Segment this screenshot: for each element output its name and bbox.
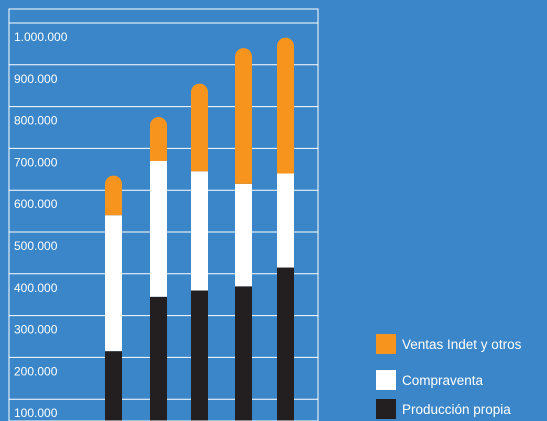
bar-segment-ventas-indet (150, 117, 167, 161)
bar-segment-ventas-indet (235, 48, 252, 184)
bar-segment-compraventa (235, 183, 252, 287)
legend-label-produccion: Producción propia (402, 401, 511, 417)
y-tick-label: 800.000 (14, 114, 58, 128)
legend-label-compraventa: Compraventa (402, 372, 484, 388)
bar-segment-compraventa (191, 171, 208, 291)
y-tick-label: 900.000 (14, 72, 58, 86)
bar-segment-compraventa (105, 215, 122, 352)
y-tick-label: 200.000 (14, 364, 58, 378)
legend-item-compraventa: Compraventa (376, 370, 483, 390)
bar-segment-produccion-propia (150, 296, 167, 421)
bar-segment-ventas-indet (277, 37, 294, 174)
y-axis-ticks: 100.000 200.000 300.000 400.000 500.000 600.0… (14, 30, 68, 420)
y-tick-label: 600.000 (14, 197, 58, 211)
bar-segment-produccion-propia (235, 286, 252, 421)
y-tick-label: 500.000 (14, 239, 58, 253)
bar-segment-produccion-propia (191, 290, 208, 421)
bar-segment-produccion-propia (105, 351, 122, 421)
legend-item-ventas: Ventas Indet y otros (376, 334, 521, 354)
y-tick-label: 700.000 (14, 155, 58, 169)
legend-swatch-compraventa (376, 370, 396, 390)
legend-swatch-ventas (376, 334, 396, 354)
bars (105, 37, 294, 421)
y-tick-label: 300.000 (14, 323, 58, 337)
legend-swatch-produccion (376, 399, 396, 419)
bar-segment-ventas-indet (191, 83, 208, 172)
legend-label-ventas: Ventas Indet y otros (402, 336, 522, 352)
legend-item-produccion: Producción propia (376, 399, 511, 419)
bar-segment-compraventa (150, 160, 167, 297)
bar-segment-ventas-indet (105, 175, 122, 216)
bar-segment-produccion-propia (277, 267, 294, 421)
plot-border (8, 8, 319, 421)
y-tick-label: 100.000 (14, 406, 58, 420)
y-tick-label: 1.000.000 (14, 30, 68, 44)
y-tick-label: 400.000 (14, 281, 58, 295)
bar-segment-compraventa (277, 173, 294, 268)
